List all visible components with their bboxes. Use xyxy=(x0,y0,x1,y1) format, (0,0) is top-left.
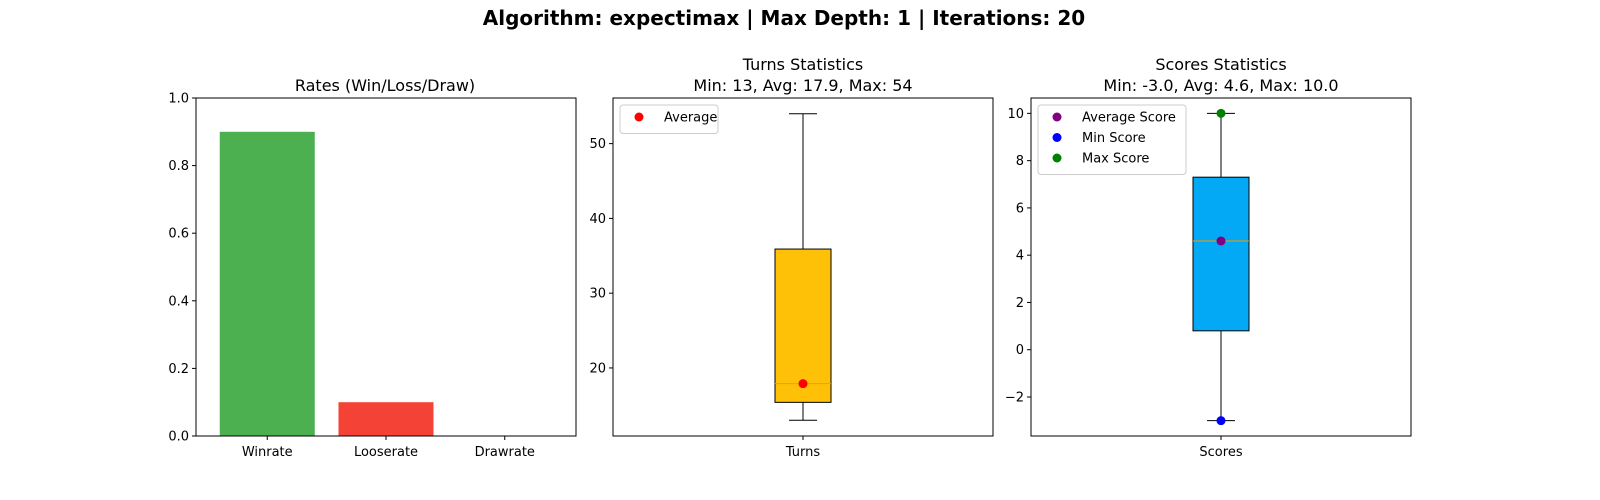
scores-legend-label: Average Score xyxy=(1082,111,1176,126)
scores-legend xyxy=(1037,104,1187,175)
scores-point-average-score xyxy=(1216,236,1226,246)
scores-legend-marker xyxy=(1052,112,1062,122)
rates-xtick-label: Drawrate xyxy=(475,445,535,460)
rates-xtick-label: Looserate xyxy=(354,445,418,460)
turns-ytick-label: 50 xyxy=(589,137,606,152)
scores-xtick-label: Scores xyxy=(1199,445,1242,460)
bar-winrate xyxy=(219,131,315,437)
scores-ytick-label: −2 xyxy=(1005,391,1024,406)
turns-ytick-label: 30 xyxy=(589,287,606,302)
scores-point-min-score xyxy=(1216,416,1226,426)
bar-looserate xyxy=(338,402,434,436)
turns-xtick-label: Turns xyxy=(785,445,821,460)
scores-legend-marker xyxy=(1052,153,1062,163)
chart-turns-title: Turns Statistics xyxy=(742,55,863,74)
rates-axes-frame xyxy=(195,97,577,437)
chart-scores-title: Scores Statistics xyxy=(1155,55,1286,74)
chart-turns-subtitle: Min: 13, Avg: 17.9, Max: 54 xyxy=(693,76,912,95)
turns-legend-marker xyxy=(634,112,644,122)
rates-xtick-label: Winrate xyxy=(242,445,293,460)
chart-rates-title: Rates (Win/Loss/Draw) xyxy=(295,76,475,95)
turns-axes-frame xyxy=(612,97,994,437)
chart-scores: Scores Statistics Min: -3.0, Avg: 4.6, M… xyxy=(1005,55,1412,460)
scores-box xyxy=(1192,176,1250,332)
scores-ytick-label: 10 xyxy=(1007,107,1024,122)
scores-legend-marker xyxy=(1052,133,1062,142)
rates-ytick-label: 0.4 xyxy=(168,294,189,309)
rates-ytick-label: 0.8 xyxy=(168,159,189,174)
turns-box xyxy=(774,248,832,403)
scores-point-max-score xyxy=(1216,108,1226,118)
turns-legend-label: Average xyxy=(664,111,717,126)
scores-ytick-label: 4 xyxy=(1016,249,1024,264)
rates-ytick-label: 0.2 xyxy=(168,362,189,377)
scores-ytick-label: 2 xyxy=(1016,296,1024,311)
scores-ytick-label: 6 xyxy=(1016,201,1024,216)
chart-scores-subtitle: Min: -3.0, Avg: 4.6, Max: 10.0 xyxy=(1103,76,1338,95)
scores-ytick-label: 0 xyxy=(1016,343,1024,358)
rates-ytick-label: 0.6 xyxy=(168,227,189,242)
rates-ytick-label: 0.0 xyxy=(168,430,189,445)
figure-suptitle: Algorithm: expectimax | Max Depth: 1 | I… xyxy=(483,6,1085,30)
scores-axes-frame xyxy=(1030,97,1412,437)
scores-ytick-label: 8 xyxy=(1016,154,1024,169)
turns-point-average xyxy=(798,379,808,389)
turns-ytick-label: 40 xyxy=(589,212,606,227)
turns-legend xyxy=(619,104,719,134)
scores-legend-label: Min Score xyxy=(1082,131,1146,146)
chart-rates: Rates (Win/Loss/Draw) Winrate Looserate Dr… xyxy=(168,76,577,460)
chart-turns: Turns Statistics Min: 13, Avg: 17.9, Max… xyxy=(589,55,994,460)
scores-legend-label: Max Score xyxy=(1082,152,1149,167)
turns-ytick-label: 20 xyxy=(589,361,606,376)
rates-ytick-label: 1.0 xyxy=(168,92,189,107)
